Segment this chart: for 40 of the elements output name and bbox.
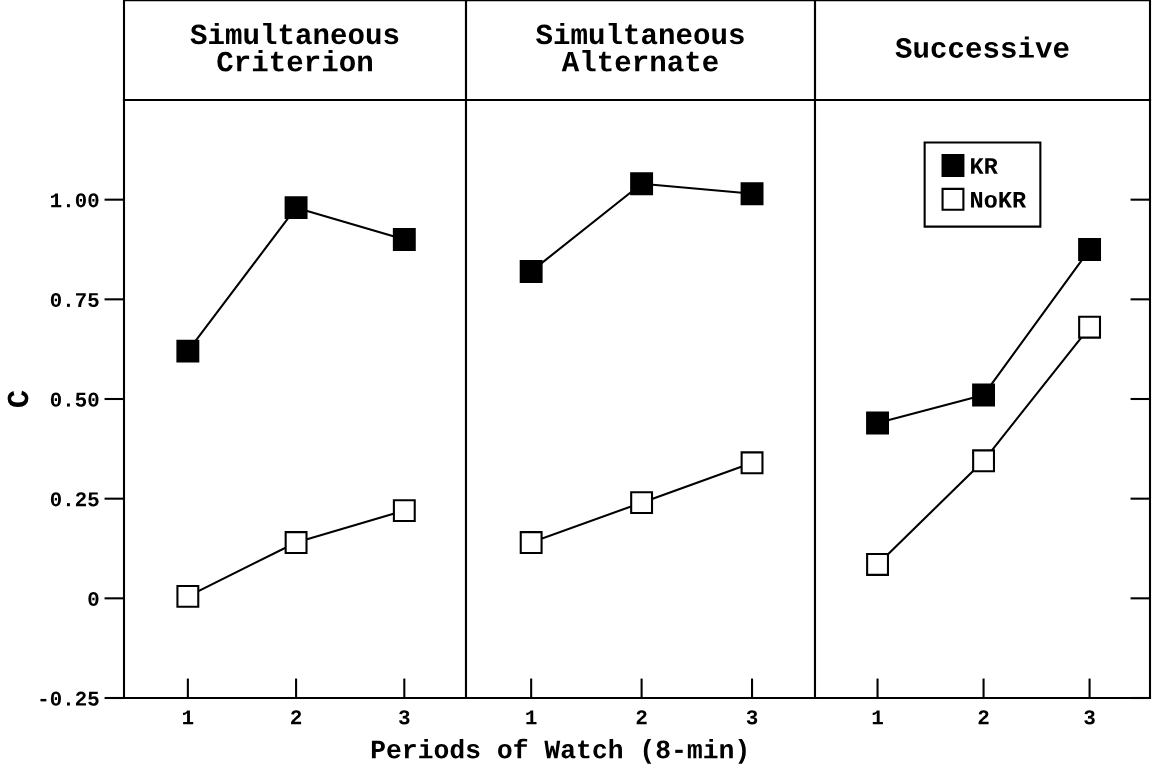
point	[392, 499, 416, 523]
x-tick-label: 1	[872, 710, 883, 725]
chart-title: Successive	[895, 36, 1069, 58]
y-tick-label: 0	[88, 591, 99, 607]
legend-label: KR	[971, 158, 998, 174]
point	[1078, 238, 1102, 261]
point	[972, 449, 996, 473]
y-axis-title: C	[7, 390, 29, 407]
x-tick-label: 3	[1084, 710, 1095, 725]
x-axis-title: Periods of Watch (8-min)	[371, 738, 746, 764]
y-tick-label: 1.00	[51, 193, 99, 208]
x-tick-label: 2	[978, 710, 989, 725]
point	[630, 491, 654, 515]
point	[519, 259, 543, 283]
point	[866, 411, 889, 435]
point	[740, 182, 764, 206]
point	[630, 172, 654, 196]
point	[392, 228, 416, 251]
chart-title: Simultaneous Alternate	[536, 22, 744, 72]
y-tick-label: 0.50	[50, 392, 99, 407]
x-tick-label: 1	[183, 710, 194, 725]
point	[284, 531, 308, 554]
point	[972, 383, 996, 407]
point	[176, 339, 200, 363]
x-tick-label: 2	[636, 710, 647, 725]
legend-label: NoKR	[971, 192, 1027, 208]
point	[519, 531, 543, 554]
x-tick-label: 1	[526, 710, 537, 725]
y-tick-label: 0.25	[50, 492, 99, 507]
point	[866, 552, 889, 576]
y-tick-label: 0.75	[50, 292, 99, 308]
x-tick-label: 2	[291, 710, 302, 725]
y-tick-label: -0.25	[40, 691, 99, 706]
point	[1078, 315, 1102, 339]
point	[176, 584, 200, 608]
x-tick-label: 3	[399, 710, 410, 725]
x-tick-label: 3	[746, 710, 758, 725]
point	[740, 451, 764, 475]
point	[284, 196, 308, 220]
chart-title: Simultaneous Criterion	[190, 22, 399, 72]
